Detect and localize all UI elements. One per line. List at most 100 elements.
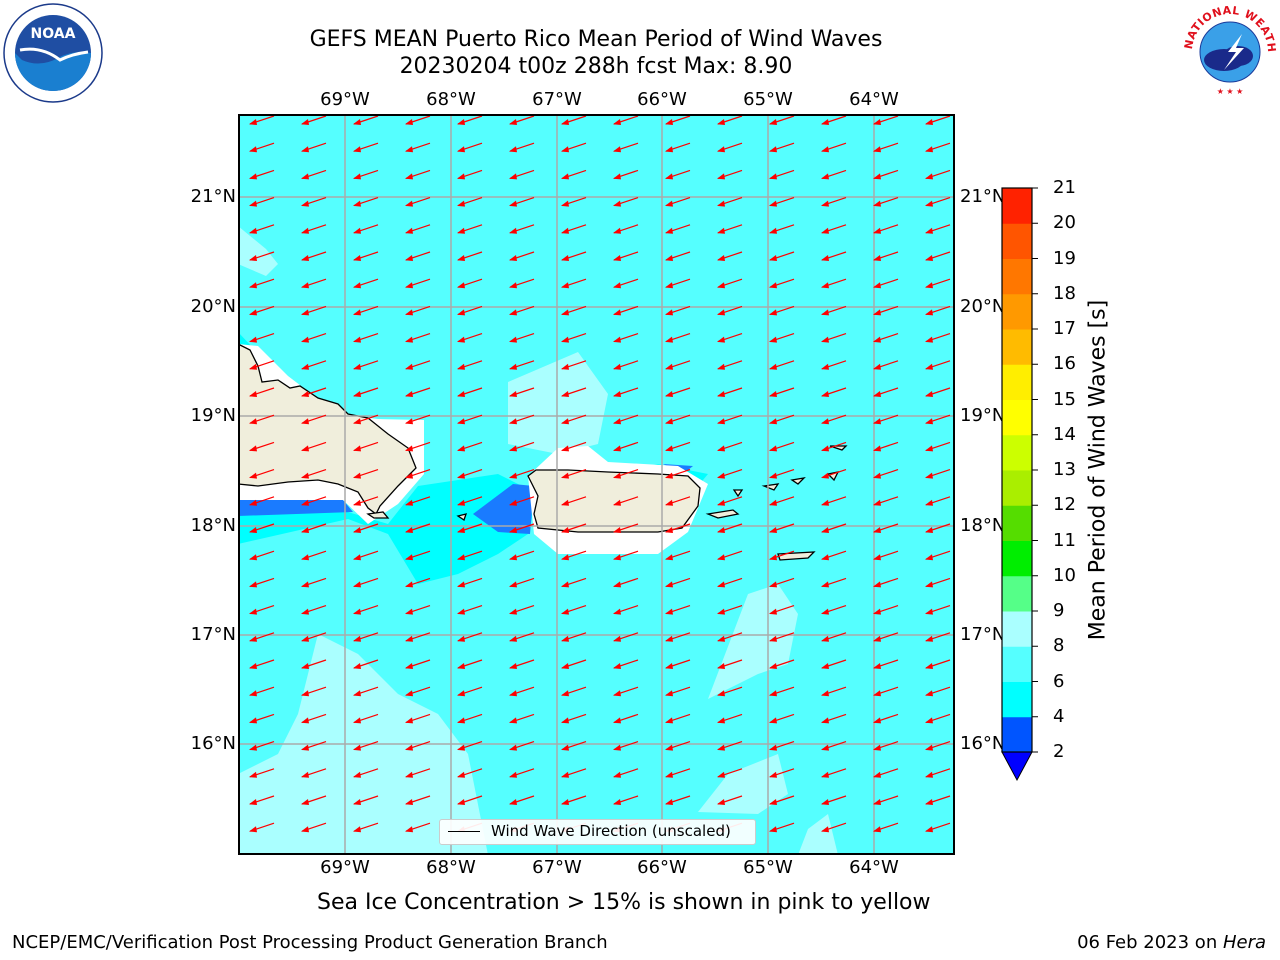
wave-direction-arrowhead [613,119,621,125]
wave-direction-arrowhead [561,744,569,751]
wave-direction-arrowhead [925,744,933,751]
wave-direction-arrowhead [353,663,361,669]
wave-direction-arrowhead [457,581,465,588]
wave-direction-arrowhead [301,581,309,588]
wave-direction-arrowhead [613,227,621,234]
wave-direction-arrowhead [353,527,361,533]
wave-direction-arrowhead [613,744,621,751]
wave-direction-arrowhead [301,663,309,669]
wave-direction-arrowhead [509,255,517,261]
wave-direction-arrowhead [353,744,361,751]
wave-direction-arrowhead [457,227,465,234]
wave-direction-arrowhead [561,690,569,697]
wave-direction-arrowhead [301,391,309,397]
wave-direction-arrowhead [457,336,465,343]
wave-direction-arrowhead [561,635,569,642]
wave-direction-arrowhead [249,445,257,452]
colorbar-segment [1002,188,1032,224]
wave-direction-arrowhead [249,227,257,234]
wave-direction-arrowhead [301,282,309,289]
wave-direction-arrowhead [717,608,725,615]
wave-direction-arrowhead [405,744,413,751]
wave-direction-arrowhead [249,554,257,561]
wave-direction-arrowhead [613,499,621,506]
wave-direction-arrowhead [405,227,413,234]
wave-direction-arrowhead [769,690,777,697]
wave-direction-arrowhead [509,771,517,778]
lat-label-right: 19°N [960,405,1006,426]
lon-label-top: 64°W [849,89,899,110]
wave-direction-arrowhead [249,499,257,506]
wave-direction-arrowhead [821,472,829,479]
wave-direction-arrowhead [457,445,465,452]
colorbar-tick-label: 9 [1053,600,1065,621]
wave-direction-arrowhead [405,255,413,261]
wave-direction-arrowhead [821,554,829,561]
wave-direction-arrowhead [561,799,569,805]
wave-direction-arrowhead [301,336,309,343]
wave-direction-arrowhead [613,309,621,316]
wave-direction-arrowhead [561,771,569,778]
wave-direction-arrowhead [717,527,725,533]
wave-direction-arrowhead [249,363,257,370]
colorbar-tick-label: 10 [1053,564,1076,586]
wave-direction-arrowhead [561,200,569,207]
wave-direction-arrowhead [665,146,673,153]
wave-direction-arrowhead [769,418,777,425]
wave-direction-arrowhead [301,418,309,425]
wave-direction-arrowhead [457,771,465,778]
wave-direction-arrowhead [301,635,309,642]
colorbar-tick-label: 19 [1053,247,1076,269]
footer-credit: NCEP/EMC/Verification Post Processing Pr… [12,932,608,953]
lat-label-left: 21°N [190,186,236,207]
wave-direction-arrowhead [405,282,413,289]
colorbar-segment [1002,716,1032,753]
wave-direction-arrowhead [613,363,621,370]
wave-direction-arrowhead [457,309,465,316]
wave-direction-arrowhead [353,690,361,697]
wave-direction-arrowhead [925,173,933,180]
wave-direction-arrowhead [509,119,517,125]
wave-direction-arrowhead [301,309,309,316]
wave-direction-arrowhead [249,146,257,153]
wave-direction-arrowhead [925,799,933,805]
wave-direction-arrowhead [665,799,673,805]
wave-direction-arrowhead [457,418,465,425]
wave-direction-arrowhead [561,554,569,561]
wave-direction-arrowhead [821,418,829,425]
wave-direction-arrowhead [509,527,517,533]
wave-direction-arrowhead [353,119,361,125]
lon-label-bottom: 69°W [320,857,370,878]
wave-direction-arrowhead [301,499,309,506]
wave-direction-arrowhead [925,119,933,125]
wave-direction-arrowhead [613,799,621,805]
wave-direction-arrowhead [821,663,829,669]
wave-direction-arrowhead [561,309,569,316]
wave-direction-arrowhead [561,527,569,533]
wave-direction-arrowhead [769,391,777,397]
wave-direction-arrowhead [249,391,257,397]
wave-direction-arrowhead [457,799,465,805]
lon-label-bottom: 65°W [743,857,793,878]
sea-ice-note: Sea Ice Concentration > 15% is shown in … [317,890,931,915]
wave-direction-arrowhead [717,717,725,724]
wave-direction-arrowhead [249,826,257,833]
wave-direction-arrowhead [665,527,673,533]
wave-direction-arrowhead [821,499,829,506]
wave-direction-arrowhead [509,336,517,343]
lon-label-bottom: 67°W [532,857,582,878]
colorbar-tick-label: 18 [1053,282,1076,304]
wave-direction-arrowhead [405,200,413,207]
wave-direction-arrowhead [873,173,881,180]
wave-direction-arrowhead [561,173,569,180]
wave-direction-arrowhead [353,472,361,479]
wave-direction-arrowhead [613,336,621,343]
lon-label-bottom: 64°W [849,857,899,878]
colorbar-tick-label: 13 [1053,459,1076,480]
colorbar-segment [1002,505,1032,541]
svg-text:★ ★ ★: ★ ★ ★ [1217,87,1244,96]
wave-direction-arrowhead [717,418,725,425]
wave-direction-arrowhead [249,635,257,642]
wave-direction-arrowhead [457,554,465,561]
wave-direction-arrowhead [457,635,465,642]
